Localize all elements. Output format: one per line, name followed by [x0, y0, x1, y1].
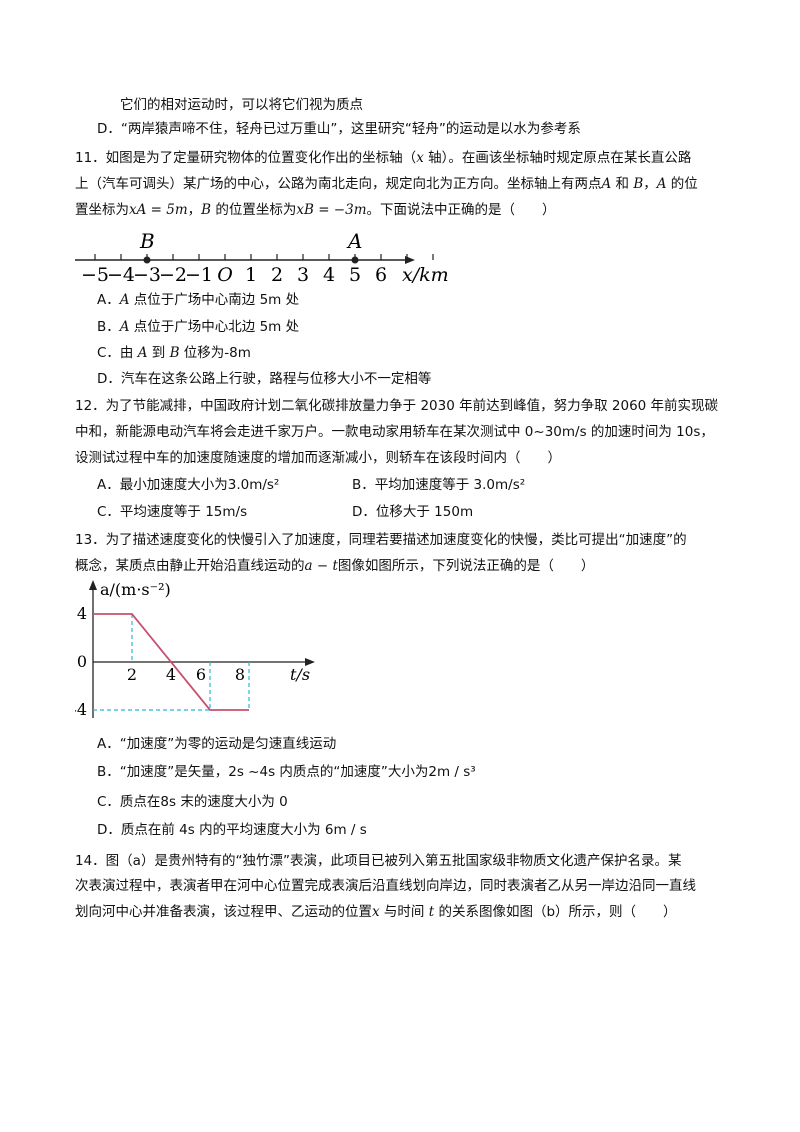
point-a-label: A: [346, 229, 362, 253]
q11-option-c: C．由 A 到 B 位移为-8m: [97, 345, 251, 361]
data-line: [93, 613, 249, 711]
tick-labels: 4 0 -4 2 4 6 8: [75, 604, 245, 719]
q12-line-1: 12．为了节能减排，中国政府计划二氧化碳排放量力争于 2030 年前达到峰值，努…: [75, 398, 719, 414]
q13-option-c: C．质点在8s 末的速度大小为 0: [97, 794, 288, 810]
y-axis-label: a/(m·s⁻²): [100, 580, 171, 599]
q11-line-3: 置坐标为xA = 5m，B 的位置坐标为xB = −3m。下面说法中正确的是（ …: [75, 202, 556, 218]
x-tick-label: 4: [166, 665, 176, 684]
x-tick-label: 8: [235, 665, 245, 684]
q13-option-d: D．质点在前 4s 内的平均速度大小为 6m / s: [97, 822, 367, 838]
q12-line-2: 中和，新能源电动汽车将会走进千家万户。一款电动家用轿车在某次测试中 0~30m/…: [75, 424, 714, 440]
q14-line-1: 14．图（a）是贵州特有的“独竹漂”表演，此项目已被列入第五批国家级非物质文化遗…: [75, 853, 682, 869]
axis-tick-label: −4: [107, 264, 135, 286]
axis-tick-label: 1: [245, 264, 257, 286]
q13-option-b: B．“加速度”是矢量，2s ~4s 内质点的“加速度”大小为2m / s³: [97, 764, 476, 780]
q10-option-d: D．“两岸猿声啼不住，轻舟已过万重山”，这里研究“轻舟”的运动是以水为参考系: [97, 121, 581, 137]
point-b-label: B: [139, 229, 155, 253]
axis-tick-label: 4: [323, 264, 335, 286]
x-arrow-icon: [305, 658, 315, 666]
axis-tick-label: 5: [349, 264, 361, 286]
y-tick-label: 4: [77, 604, 87, 623]
q11-number-line: −5−4−3−2−1 O 1 2 3 4 5 6 B A x/km: [75, 229, 449, 286]
q12-option-c: C．平均速度等于 15m/s: [97, 504, 248, 520]
point-a-dot: [351, 256, 359, 264]
q12-option-a: A．最小加速度大小为3.0m/s²: [97, 477, 280, 493]
q14-line-3: 划向河中心并准备表演，该过程甲、乙运动的位置x 与时间 t 的关系图像如图（b）…: [75, 904, 677, 920]
point-b-dot: [143, 256, 151, 264]
y-tick-label: -4: [75, 700, 87, 719]
q11-option-d: D．汽车在这条公路上行驶，路程与位移大小不一定相等: [97, 371, 432, 387]
q12-line-3: 设测试过程中车的加速度随速度的增加而逐渐减小，则轿车在该段时间内（ ）: [75, 450, 561, 466]
axis-ticks: −5−4−3−2−1 O 1 2 3 4 5 6: [81, 254, 434, 286]
x-axis-label: t/s: [290, 665, 310, 684]
q11-line-2: 上（汽车可调头）某广场的中心，公路为南北走向，规定向北为正方向。坐标轴上有两点A…: [75, 176, 698, 192]
q13-a-t-graph: a/(m·s⁻²) t/s 4 0 -4 2 4 6 8: [75, 580, 315, 719]
y-arrow-icon: [89, 580, 97, 590]
q12-option-b: B．平均加速度等于 3.0m/s²: [352, 477, 526, 493]
y-tick-label: 0: [77, 652, 87, 671]
axis-tick-label: −3: [133, 264, 161, 286]
axis-tick-label: −5: [81, 264, 109, 286]
axis-tick-label: O: [217, 264, 233, 286]
q11-option-b: B．A 点位于广场中心北边 5m 处: [97, 319, 300, 335]
q11-option-a: A．A 点位于广场中心南边 5m 处: [97, 292, 300, 308]
q13-option-a: A．“加速度”为零的运动是匀速直线运动: [97, 736, 337, 752]
q12-option-d: D．位移大于 150m: [352, 504, 474, 520]
x-tick-label: 2: [127, 665, 137, 684]
axis-tick-label: −1: [185, 264, 213, 286]
q13-line-2: 概念，某质点由静止开始沿直线运动的a − t图像如图所示，下列说法正确的是（ ）: [75, 558, 595, 574]
x-tick-label: 6: [196, 665, 206, 684]
axis-tick-label: −2: [159, 264, 187, 286]
q14-line-2: 次表演过程中，表演者甲在河中心位置完成表演后沿直线划向岸边，同时表演者乙从另一岸…: [75, 878, 696, 894]
q13-line-1: 13．为了描述速度变化的快慢引入了加速度，同理若要描述加速度变化的快慢，类比可提…: [75, 532, 687, 548]
q10-tail: 它们的相对运动时，可以将它们视为质点: [120, 97, 363, 113]
axis-tick-label: 3: [297, 264, 309, 286]
axis-unit-label: x/km: [402, 264, 449, 286]
axis-tick-label: 2: [271, 264, 283, 286]
axis-tick-label: 6: [375, 264, 387, 286]
guide-lines: [93, 614, 250, 711]
q11-line-1: 11．如图是为了定量研究物体的位置变化作出的坐标轴（x 轴）。在画该坐标轴时规定…: [75, 150, 692, 166]
